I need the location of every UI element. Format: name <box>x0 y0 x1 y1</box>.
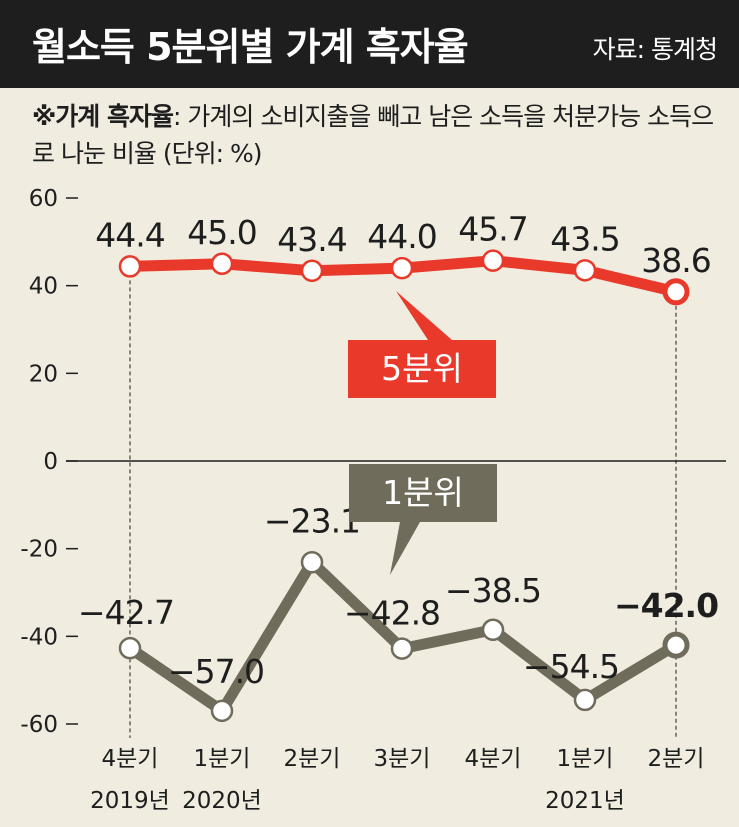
q1-data-label: −42.8 <box>344 594 440 633</box>
q1-data-label: −42.7 <box>78 593 174 632</box>
q5-data-label: 45.0 <box>187 213 256 252</box>
q1-point <box>118 636 142 660</box>
x-tick-label: 2분기 <box>648 746 705 772</box>
callout-box-1st <box>349 464 497 522</box>
q5-point <box>300 259 324 283</box>
y-tick-label: 20 <box>29 361 58 387</box>
x-year-label: 2021년 <box>545 788 625 814</box>
q5-point <box>662 278 690 306</box>
q1-point <box>390 637 414 660</box>
q1-point <box>662 631 690 659</box>
q5-data-label: 45.7 <box>458 210 527 249</box>
q5-data-label: 43.5 <box>550 219 619 258</box>
q1-point <box>210 699 234 723</box>
x-tick-label: 1분기 <box>557 746 614 772</box>
q1-data-label: −57.0 <box>168 652 264 691</box>
header-bar: 월소득 5분위별 가계 흑자율 자료: 통계청 <box>0 0 739 88</box>
callout-pointer-1st <box>390 522 420 575</box>
x-tick-label: 4분기 <box>102 746 159 772</box>
q1-point <box>573 688 597 712</box>
x-tick-label: 4분기 <box>465 746 522 772</box>
y-tick-label: 60 <box>29 186 58 212</box>
x-tick-label: 1분기 <box>194 746 251 772</box>
x-year-label: 2020년 <box>182 788 262 814</box>
q1-point <box>481 618 505 642</box>
q5-point <box>118 255 142 278</box>
x-year-label: 2019년 <box>90 788 170 814</box>
source-label: 자료: 통계청 <box>592 35 718 64</box>
y-tick-label: 0 <box>43 449 58 475</box>
q5-data-label: 43.4 <box>277 220 346 259</box>
series-label-1st: 1분위 <box>382 473 464 512</box>
x-tick-label: 2분기 <box>284 746 341 772</box>
note-term: ※가계 흑자율 <box>32 102 174 131</box>
q5-data-label: 44.4 <box>95 215 164 254</box>
q1-point <box>300 551 324 574</box>
q1-data-label: −23.1 <box>264 501 360 540</box>
y-tick-label: 40 <box>29 274 58 300</box>
chart-title: 월소득 5분위별 가계 흑자율 <box>32 25 469 69</box>
x-tick-label: 3분기 <box>374 746 431 772</box>
q1-data-label: −54.5 <box>523 647 619 686</box>
q5-point <box>390 256 414 280</box>
definition-note: ※가계 흑자율: 가계의 소비지출을 빼고 남은 소득을 처분가능 소득으로 나… <box>32 98 722 172</box>
y-tick-label: -60 <box>20 712 58 738</box>
q5-point <box>573 259 597 282</box>
q5-data-label: 38.6 <box>641 241 710 280</box>
callout-pointer-5th <box>396 291 452 340</box>
q5-point <box>481 249 505 272</box>
q5-data-label: 44.0 <box>367 217 436 256</box>
q1-data-label: −42.0 <box>614 586 718 625</box>
note-text: : 가계의 소비지출을 빼고 남은 소득을 처분가능 소득으로 나눈 비율 (단… <box>32 102 714 168</box>
q1-data-label: −38.5 <box>445 571 541 610</box>
y-tick-label: -20 <box>20 537 58 563</box>
y-tick-label: -40 <box>20 624 58 650</box>
q5-point <box>210 252 234 275</box>
series-label-5th: 5분위 <box>381 349 463 388</box>
callout-box-5th <box>348 340 496 398</box>
